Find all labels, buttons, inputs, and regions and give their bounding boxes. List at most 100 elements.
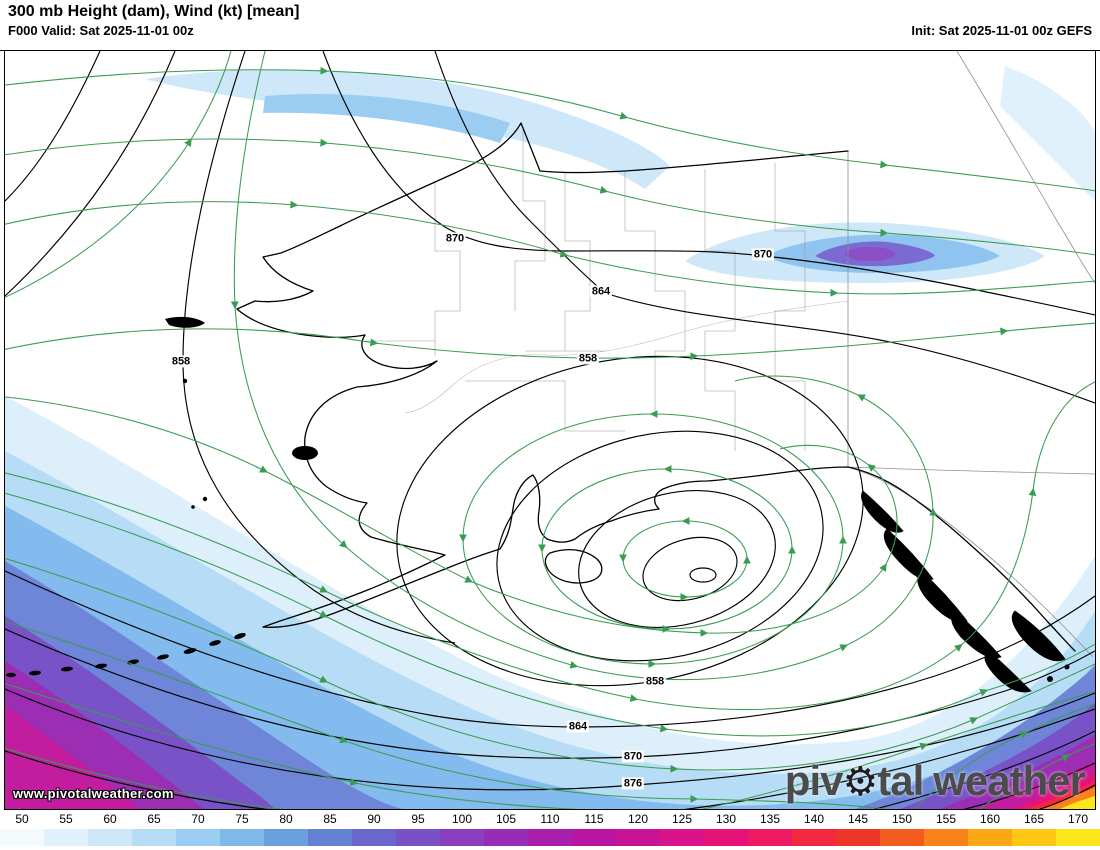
- colorbar-cells: 50 55 60 65 70 75 80 85 90 95 100 105 110 115 120 125 13…: [0, 810, 1100, 846]
- yukon-river: [404, 300, 849, 414]
- contour-label: 870: [443, 232, 467, 245]
- colorbar-cell: 90: [352, 810, 396, 846]
- colorbar-cell: 160: [968, 810, 1012, 846]
- aleutian-islands: [6, 632, 246, 678]
- contour-label: 858: [643, 675, 667, 688]
- colorbar-tick-label: 100: [451, 812, 473, 826]
- colorbar-swatch: [264, 829, 308, 846]
- colorbar-cell: 125: [660, 810, 704, 846]
- pivotal-weather-logo: piv⚙tal weather: [784, 757, 1086, 805]
- yukon-bc-border: [847, 466, 1095, 475]
- colorbar-cell: 150: [880, 810, 924, 846]
- kodiak-island: [544, 548, 603, 584]
- colorbar-tick-label: 165: [1023, 812, 1045, 826]
- colorbar-tick-label: 130: [715, 812, 737, 826]
- colorbar-swatch: [704, 829, 748, 846]
- nunivak-island: [292, 446, 318, 460]
- colorbar-tick-label: 75: [235, 812, 249, 826]
- colorbar-swatch: [396, 829, 440, 846]
- colorbar-swatch: [308, 829, 352, 846]
- colorbar-tick-label: 115: [584, 812, 604, 826]
- contour-label: 870: [751, 248, 775, 261]
- colorbar-tick-label: 70: [191, 812, 205, 826]
- colorbar-swatch: [484, 829, 528, 846]
- colorbar-tick-label: 90: [367, 812, 381, 826]
- yukon-nwt-border: [956, 51, 1095, 284]
- colorbar-tick-label: 140: [803, 812, 825, 826]
- contour-label: 858: [169, 355, 193, 368]
- colorbar-cell: 75: [220, 810, 264, 846]
- weather-map[interactable]: 870 864 858 858 870 858 864 870 876 www.pivotalw…: [4, 51, 1096, 810]
- colorbar-cell: 65: [132, 810, 176, 846]
- colorbar-swatch: [132, 829, 176, 846]
- colorbar-cell: 130: [704, 810, 748, 846]
- colorbar-swatch: [836, 829, 880, 846]
- colorbar-swatch: [792, 829, 836, 846]
- colorbar-cell: 165: [1012, 810, 1056, 846]
- colorbar-tick-label: 155: [935, 812, 957, 826]
- colorbar-tick-label: 60: [103, 812, 117, 826]
- gear-icon: ⚙: [842, 760, 878, 804]
- colorbar-swatch: [220, 829, 264, 846]
- colorbar-swatch: [616, 829, 660, 846]
- colorbar-tick-label: 110: [540, 812, 560, 826]
- colorbar-cell: 50: [0, 810, 44, 846]
- colorbar-swatch: [968, 829, 1012, 846]
- colorbar-swatch: [572, 829, 616, 846]
- colorbar-tick-label: 160: [979, 812, 1001, 826]
- colorbar-swatch: [44, 829, 88, 846]
- valid-time-label: F000 Valid: Sat 2025-11-01 00z: [8, 23, 194, 38]
- colorbar-cell: 100: [440, 810, 484, 846]
- colorbar-tick-label: 55: [59, 812, 73, 826]
- colorbar-tick-label: 95: [411, 812, 425, 826]
- colorbar-swatch: [528, 829, 572, 846]
- streamlines-layer: [5, 51, 1095, 809]
- colorbar-cell: 140: [792, 810, 836, 846]
- logo-text-weather: weather: [933, 757, 1086, 804]
- contour-label: 858: [576, 352, 600, 365]
- colorbar-tick-label: 50: [15, 812, 29, 826]
- colorbar-cell: 70: [176, 810, 220, 846]
- colorbar-swatch: [0, 829, 44, 846]
- alaska-coastline: [236, 122, 1076, 652]
- contour-label: 876: [621, 777, 645, 790]
- header: 300 mb Height (dam), Wind (kt) [mean] F0…: [0, 0, 1100, 50]
- colorbar-swatch: [748, 829, 792, 846]
- colorbar-cell: 170: [1056, 810, 1100, 846]
- colorbar: 50 55 60 65 70 75 80 85 90 95 100 105 110 115 120 125 13…: [0, 810, 1100, 850]
- colorbar-tick-label: 85: [323, 812, 337, 826]
- logo-text-tal: tal: [877, 757, 924, 804]
- header-divider: [0, 50, 1100, 51]
- colorbar-tick-label: 125: [671, 812, 693, 826]
- colorbar-swatch: [1012, 829, 1056, 846]
- map-title: 300 mb Height (dam), Wind (kt) [mean]: [8, 3, 300, 20]
- colorbar-tick-label: 105: [495, 812, 517, 826]
- colorbar-cell: 110: [528, 810, 572, 846]
- colorbar-swatch: [924, 829, 968, 846]
- colorbar-cell: 145: [836, 810, 880, 846]
- colorbar-swatch: [440, 829, 484, 846]
- colorbar-cell: 80: [264, 810, 308, 846]
- colorbar-cell: 120: [616, 810, 660, 846]
- colorbar-swatch: [176, 829, 220, 846]
- colorbar-tick-label: 135: [759, 812, 781, 826]
- colorbar-cell: 85: [308, 810, 352, 846]
- colorbar-swatch: [352, 829, 396, 846]
- colorbar-tick-label: 65: [147, 812, 161, 826]
- colorbar-cell: 115: [572, 810, 616, 846]
- colorbar-cell: 135: [748, 810, 792, 846]
- colorbar-cell: 60: [88, 810, 132, 846]
- map-svg: [5, 51, 1095, 809]
- contour-label: 864: [589, 285, 613, 298]
- colorbar-tick-label: 80: [279, 812, 293, 826]
- contour-label: 870: [621, 750, 645, 763]
- colorbar-tick-label: 145: [847, 812, 869, 826]
- colorbar-cell: 95: [396, 810, 440, 846]
- logo-text-piv: piv: [784, 757, 844, 804]
- watermark: www.pivotalweather.com: [13, 786, 174, 801]
- init-time-label: Init: Sat 2025-11-01 00z GEFS: [911, 23, 1092, 38]
- colorbar-swatch: [880, 829, 924, 846]
- colorbar-cell: 155: [924, 810, 968, 846]
- st-lawrence-island: [165, 316, 205, 328]
- contour-label: 864: [566, 720, 590, 733]
